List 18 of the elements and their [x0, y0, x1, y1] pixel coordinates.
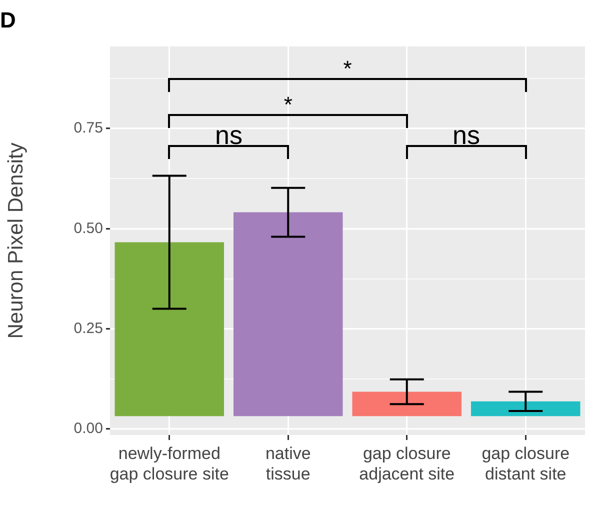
annotation: *: [284, 92, 292, 117]
bar: [471, 401, 580, 416]
y-tick-label: 0.00: [74, 420, 103, 438]
annotation: ns: [452, 120, 480, 150]
y-tick-label: 0.25: [74, 320, 103, 337]
chart-title: D: [0, 7, 16, 32]
bar: [114, 242, 224, 416]
x-tick-label: native tissue: [265, 444, 311, 484]
annotation: ns: [215, 120, 242, 150]
x-tick-label: gap closure adjacent site: [359, 444, 455, 484]
bar: [234, 212, 343, 416]
y-axis-title: Neuron Pixel Density: [4, 142, 28, 339]
annotation: *: [343, 56, 352, 82]
x-tick-label: newly-formed gap closure site: [110, 444, 229, 484]
y-tick-label: 0.75: [74, 120, 103, 137]
y-tick-label: 0.50: [74, 220, 103, 237]
x-tick-label: gap closure distant site: [482, 444, 570, 484]
bar: [352, 392, 462, 416]
